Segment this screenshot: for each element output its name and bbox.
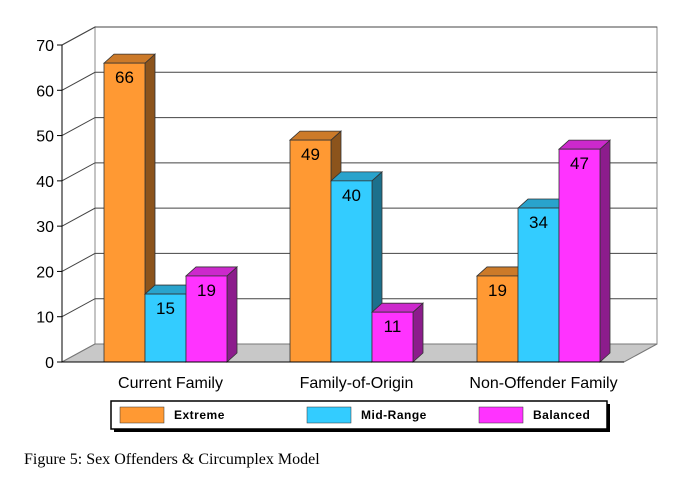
bar-side	[599, 139, 611, 363]
bar-front	[289, 139, 332, 363]
bar-side	[226, 266, 238, 363]
y-tick-label: 20	[36, 264, 54, 281]
data-label: 11	[384, 317, 402, 336]
y-tick-label: 60	[36, 83, 54, 100]
data-label: 66	[115, 68, 134, 87]
data-label: 15	[156, 299, 175, 318]
legend-swatch	[119, 406, 165, 424]
data-label: 19	[197, 281, 216, 300]
bar	[102, 53, 157, 363]
gridline	[61, 298, 657, 318]
gridline	[61, 71, 657, 91]
y-tick-label: 30	[36, 219, 54, 236]
side-wall-panel	[61, 26, 96, 363]
bar-side	[412, 302, 424, 363]
x-category-label: Family-of-Origin	[300, 375, 414, 392]
y-tick-label: 50	[36, 129, 54, 146]
gridline	[61, 207, 657, 227]
y-axis: 0 10 20 30 40 50 60 70	[36, 38, 63, 372]
bar-front	[185, 275, 228, 363]
gridline	[61, 162, 657, 182]
legend-swatch	[306, 406, 352, 424]
gridline	[61, 117, 657, 137]
bar-front	[330, 180, 373, 363]
legend-swatch	[478, 406, 524, 424]
legend-label: Balanced	[533, 408, 590, 422]
legend-box	[110, 400, 608, 430]
data-label: 47	[570, 154, 589, 173]
x-category-label: Current Family	[118, 375, 223, 392]
gridline	[61, 26, 657, 46]
bar-front	[476, 275, 519, 363]
bar	[557, 139, 612, 363]
bar	[329, 170, 384, 363]
legend: Extreme Mid-Range Balanced	[110, 400, 610, 432]
x-category-label: Non-Offender Family	[469, 375, 617, 392]
data-label: 49	[301, 145, 320, 164]
bars	[102, 53, 612, 363]
gridlines	[61, 26, 657, 318]
y-tick-label: 10	[36, 310, 54, 327]
bar-front	[103, 62, 146, 363]
gridline	[61, 252, 657, 272]
y-tick-label: 0	[45, 355, 54, 372]
data-label: 19	[488, 281, 507, 300]
data-label: 34	[529, 213, 548, 232]
bar-front	[558, 148, 601, 363]
bar	[184, 266, 239, 363]
legend-label: Mid-Range	[361, 408, 427, 422]
legend-label: Extreme	[174, 408, 225, 422]
y-tick-label: 40	[36, 174, 54, 191]
y-tick-label: 70	[36, 38, 54, 55]
figure-caption: Figure 5: Sex Offenders & Circumplex Mod…	[24, 451, 320, 468]
data-labels: 66 15 19 49 40 11 19 34 47	[115, 68, 589, 336]
data-label: 40	[342, 186, 361, 205]
x-axis: Current Family Family-of-Origin Non-Offend…	[62, 361, 624, 392]
